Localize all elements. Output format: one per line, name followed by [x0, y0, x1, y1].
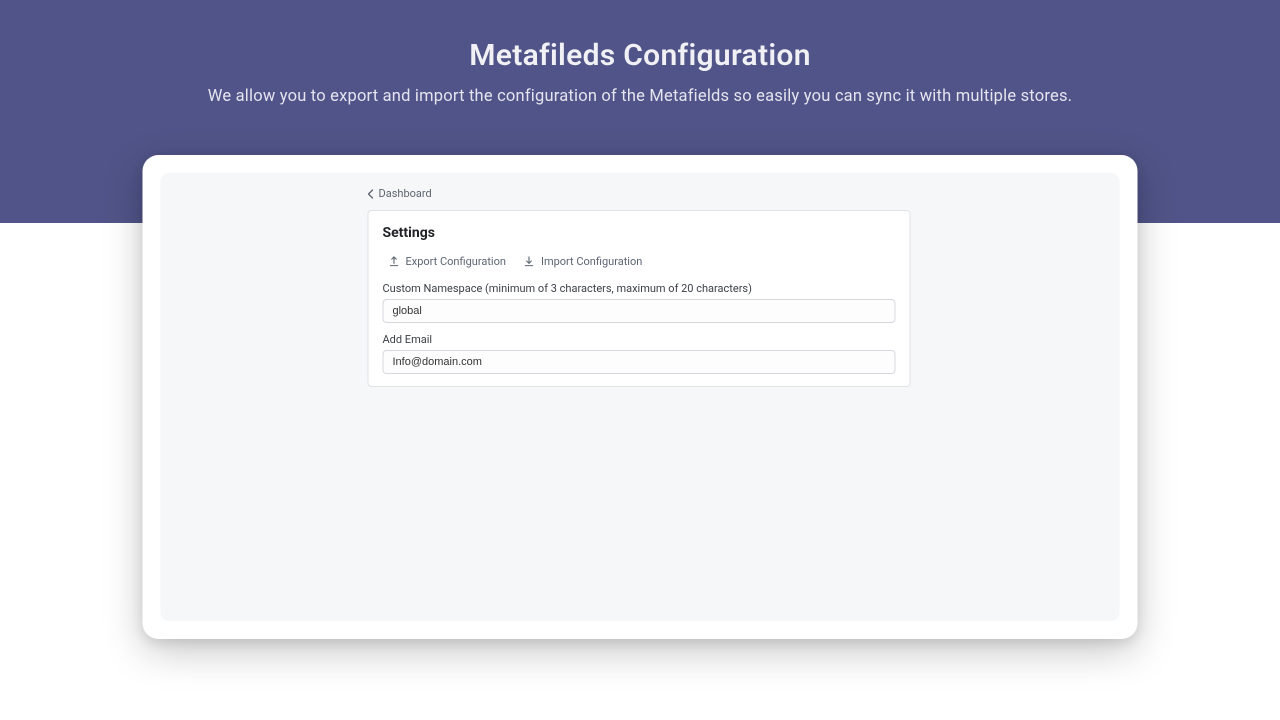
email-label: Add Email [383, 333, 896, 346]
action-row: Export Configuration Import Configuratio… [389, 255, 896, 268]
hero-subtitle: We allow you to export and import the co… [0, 87, 1280, 106]
settings-title: Settings [383, 225, 896, 241]
import-configuration-button[interactable]: Import Configuration [524, 255, 642, 268]
import-icon [524, 256, 535, 267]
settings-card: Settings Export Configuration Import Con… [368, 210, 911, 387]
namespace-label: Custom Namespace (minimum of 3 character… [383, 282, 896, 295]
import-label: Import Configuration [541, 255, 642, 268]
chevron-left-icon [368, 189, 374, 199]
namespace-input[interactable] [383, 299, 896, 323]
app-panel: Dashboard Settings Export Configuration … [161, 173, 1120, 621]
email-input[interactable] [383, 350, 896, 374]
export-icon [389, 256, 400, 267]
hero-title: Metafileds Configuration [0, 38, 1280, 73]
breadcrumb-label: Dashboard [379, 187, 432, 200]
screenshot-card: Dashboard Settings Export Configuration … [143, 155, 1138, 639]
export-configuration-button[interactable]: Export Configuration [389, 255, 506, 268]
breadcrumb-dashboard[interactable]: Dashboard [368, 187, 1120, 200]
export-label: Export Configuration [406, 255, 506, 268]
